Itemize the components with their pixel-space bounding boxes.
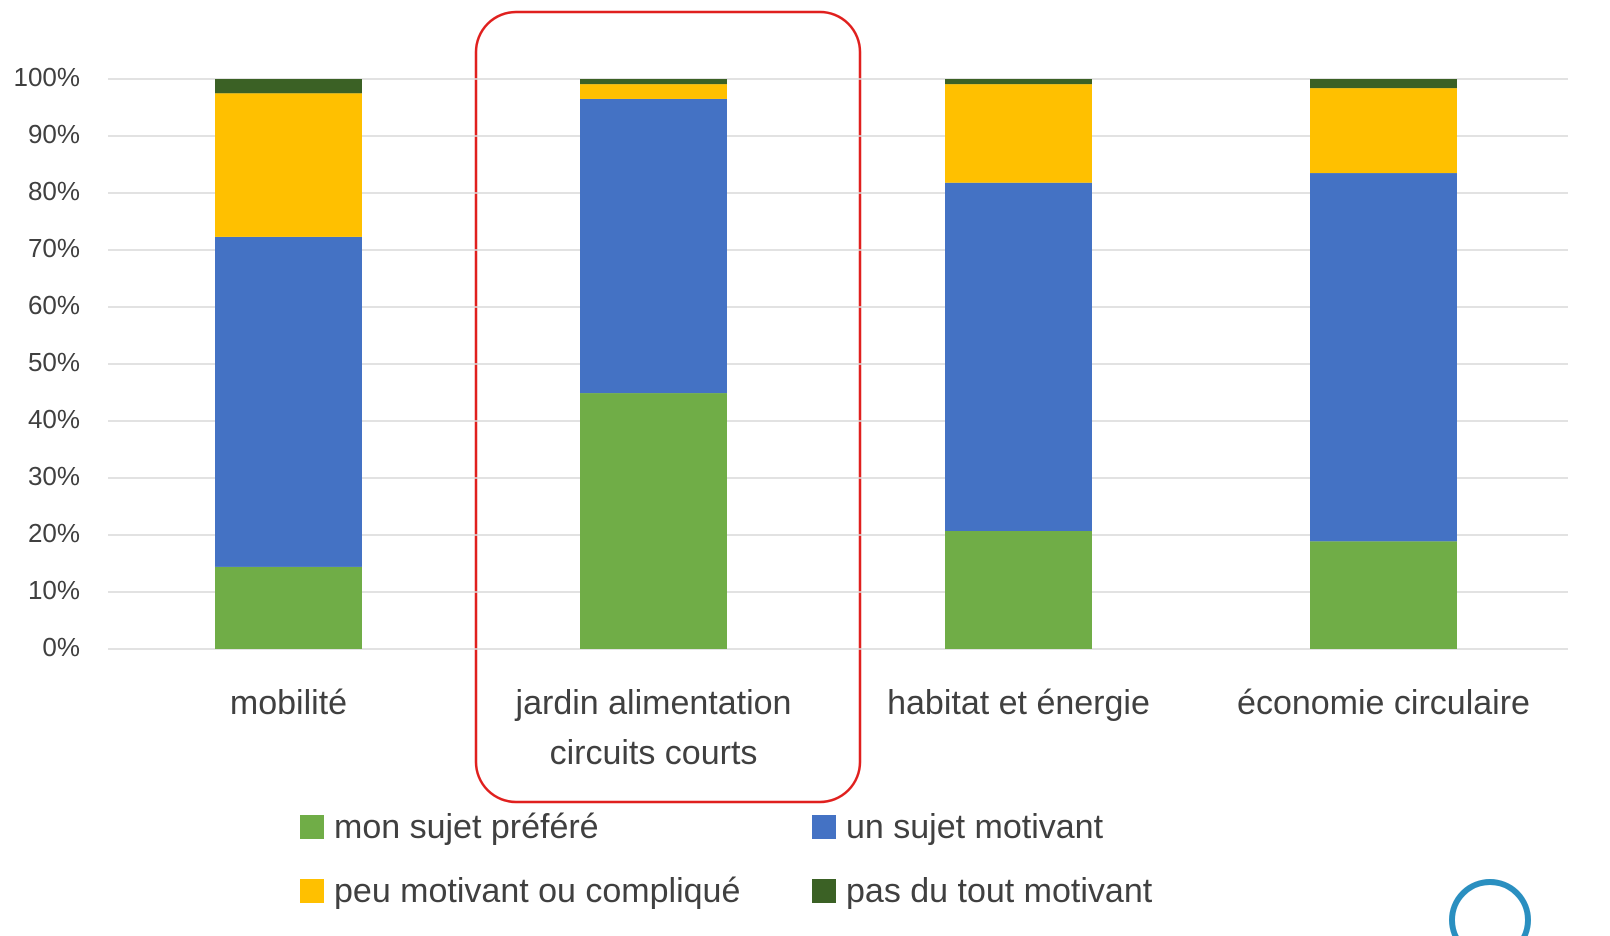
x-tick-label: économie circulaire: [1237, 684, 1530, 722]
bar-segment: [580, 84, 727, 99]
legend-swatch: [812, 879, 836, 903]
bar-segment: [945, 182, 1092, 532]
y-tick-label: 40%: [28, 404, 80, 434]
bar-segment: [215, 236, 362, 567]
x-tick-label: jardin alimentation circuits courts: [515, 684, 792, 772]
bar-segment: [1310, 173, 1457, 542]
bar-segment: [945, 84, 1092, 183]
highlight-box: [474, 10, 862, 804]
bar-segment: [1310, 88, 1457, 174]
legend-item: un sujet motivant: [812, 807, 1103, 847]
legend-label: pas du tout motivant: [846, 871, 1153, 910]
legend-label: mon sujet préféré: [334, 807, 599, 846]
y-tick-label: 10%: [28, 575, 80, 605]
y-tick-label: 50%: [28, 347, 80, 377]
bar-segment: [945, 79, 1092, 85]
legend-item: mon sujet préféré: [300, 807, 599, 847]
y-tick-label: 80%: [28, 176, 80, 206]
bar-segment: [215, 566, 362, 649]
y-tick-label: 60%: [28, 290, 80, 320]
legend-item: pas du tout motivant: [812, 871, 1152, 911]
x-tick-label: habitat et énergie: [887, 684, 1150, 722]
bar-segment: [1310, 79, 1457, 89]
bar-segment: [215, 93, 362, 237]
legend-swatch: [300, 815, 324, 839]
y-tick-label: 70%: [28, 233, 80, 263]
bar-segment: [580, 98, 727, 394]
bar-segment: [580, 79, 727, 85]
legend-item: peu motivant ou compliqué: [300, 871, 740, 911]
legend-swatch: [812, 815, 836, 839]
y-tick-label: 0%: [42, 632, 80, 662]
logo: [1449, 879, 1531, 936]
legend-label: un sujet motivant: [846, 807, 1104, 846]
legend-swatch: [300, 879, 324, 903]
bar-segment: [580, 393, 727, 649]
y-tick-label: 30%: [28, 461, 80, 491]
y-tick-label: 20%: [28, 518, 80, 548]
y-tick-label: 90%: [28, 119, 80, 149]
bar-segment: [1310, 541, 1457, 649]
legend-label: peu motivant ou compliqué: [334, 871, 741, 910]
y-tick-label: 100%: [14, 62, 81, 92]
bar-segment: [215, 79, 362, 94]
x-tick-label: mobilité: [229, 684, 348, 722]
bar-segment: [945, 531, 1092, 649]
